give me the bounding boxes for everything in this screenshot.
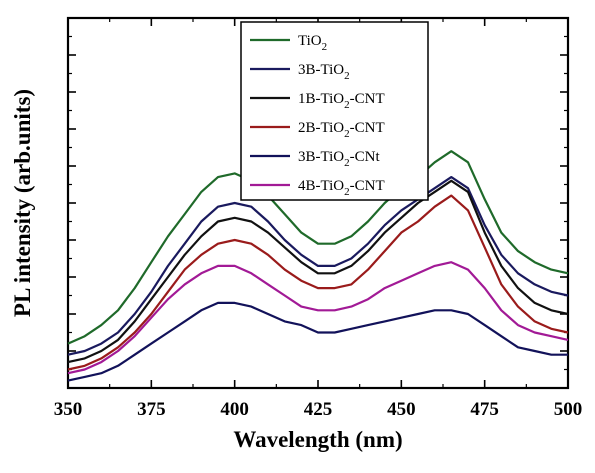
x-tick-label: 350	[54, 399, 83, 420]
legend-items: TiO2 3B-TiO2 1B-TiO2-CNT 2B-TiO2-CNT 3B-TiO2…	[250, 33, 385, 198]
legend-label: 3B-TiO2-CNt	[298, 149, 380, 169]
legend-label: 1B-TiO2-CNT	[298, 91, 385, 111]
legend-label: 3B-TiO2	[298, 62, 350, 82]
y-axis-title: PL intensity (arb.units)	[10, 89, 35, 317]
x-tick-label: 450	[387, 399, 416, 420]
legend-label: 4B-TiO2-CNT	[298, 178, 385, 198]
x-axis-ticks: 350 375 400 425 450 475 500	[54, 18, 583, 420]
series-line	[67, 179, 569, 364]
x-tick-label: 425	[304, 399, 333, 420]
series-line	[67, 301, 568, 382]
legend-box	[240, 21, 429, 201]
legend-label: TiO2	[298, 33, 327, 53]
x-axis-title: Wavelength (nm)	[233, 427, 402, 452]
x-tick-label: 475	[470, 399, 499, 420]
legend-label: 2B-TiO2-CNT	[298, 120, 385, 140]
x-tick-label: 375	[137, 399, 166, 420]
legend: TiO2 3B-TiO2 1B-TiO2-CNT 2B-TiO2-CNT 3B-TiO2…	[240, 21, 429, 201]
series-line	[67, 194, 569, 371]
series-line	[67, 150, 569, 345]
x-tick-label: 500	[554, 399, 583, 420]
series-line	[67, 176, 569, 356]
x-tick-label: 400	[220, 399, 249, 420]
series-line	[67, 261, 569, 375]
series-layer	[67, 150, 569, 382]
